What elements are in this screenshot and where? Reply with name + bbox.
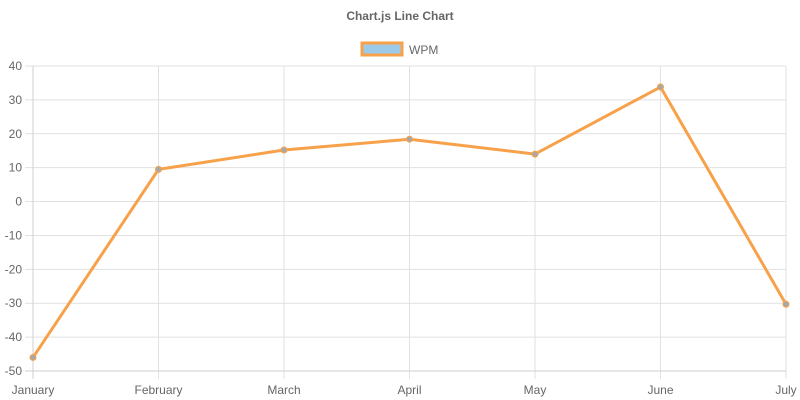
x-tick-label: May <box>524 383 547 397</box>
data-point[interactable] <box>155 165 162 173</box>
grid-lines <box>25 65 787 379</box>
y-tick-label: -30 <box>5 296 23 310</box>
y-tick-label: 40 <box>9 59 23 73</box>
y-tick-label: -10 <box>5 228 23 242</box>
x-axis-ticks: January February March April May June July <box>12 383 797 397</box>
y-tick-label: -40 <box>5 330 23 344</box>
x-tick-label: June <box>647 383 673 397</box>
series-wpm <box>29 83 790 361</box>
x-tick-label: April <box>397 383 421 397</box>
data-point[interactable] <box>782 300 790 308</box>
axes <box>25 66 786 379</box>
legend[interactable]: WPM <box>360 41 438 57</box>
x-tick-label: July <box>775 383 796 397</box>
y-tick-label: 20 <box>9 127 23 141</box>
x-tick-label: March <box>267 383 300 397</box>
y-tick-label: 0 <box>15 195 22 209</box>
data-point[interactable] <box>406 135 413 143</box>
x-tick-label: January <box>12 383 55 397</box>
chart-title: Chart.js Line Chart <box>346 9 453 23</box>
data-point[interactable] <box>531 150 539 158</box>
legend-swatch-wpm[interactable] <box>360 41 404 57</box>
data-point[interactable] <box>657 83 664 91</box>
x-tick-label: February <box>134 383 182 397</box>
y-tick-label: 10 <box>9 161 23 175</box>
y-tick-label: -20 <box>5 262 23 276</box>
data-point[interactable] <box>29 353 37 361</box>
legend-label-wpm[interactable]: WPM <box>409 43 438 57</box>
y-axis-ticks: 40 30 20 10 0 -10 -20 -30 -40 -50 <box>5 59 23 378</box>
y-tick-label: -50 <box>5 364 23 378</box>
data-point[interactable] <box>280 146 288 154</box>
y-tick-label: 30 <box>9 93 23 107</box>
